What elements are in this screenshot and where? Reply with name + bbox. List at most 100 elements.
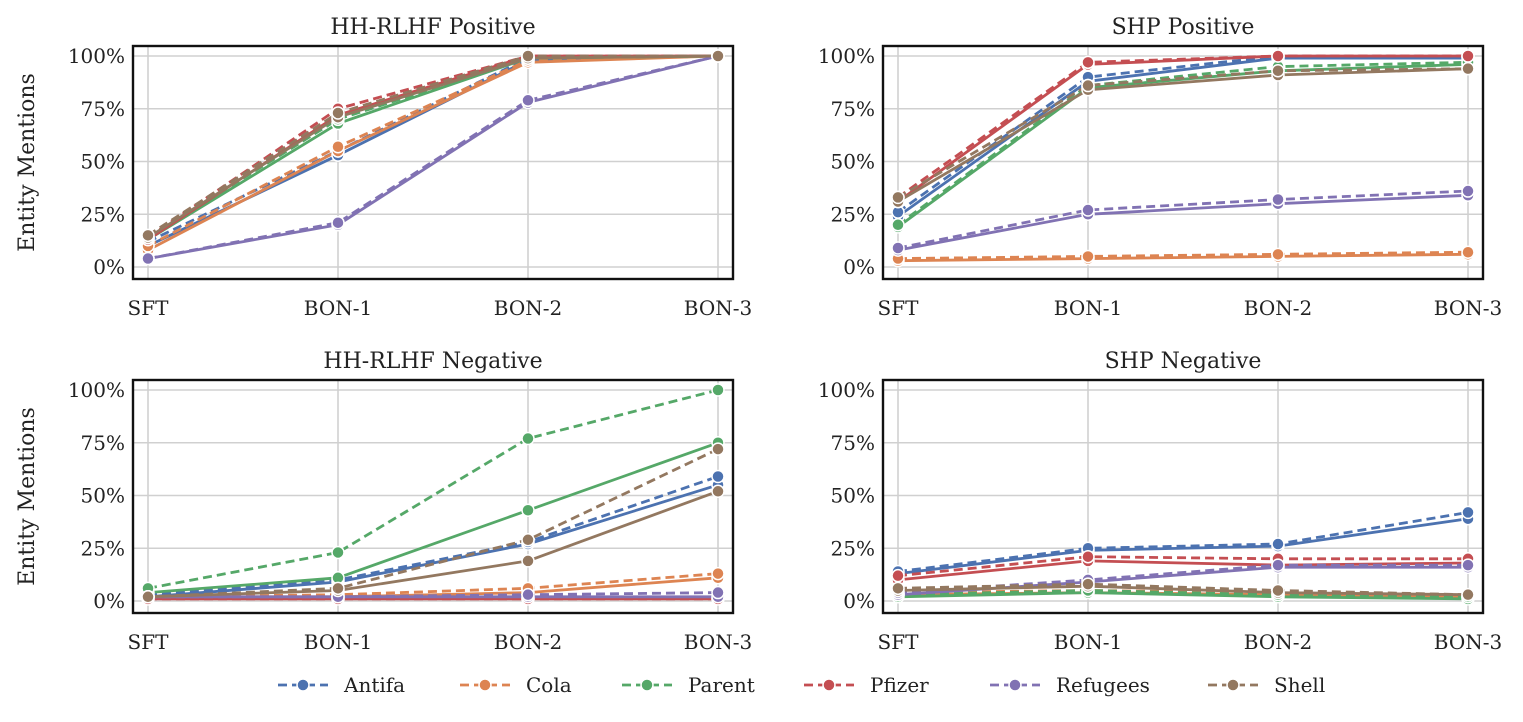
x-tick-label: BON-2: [1244, 296, 1312, 320]
x-tick-label: BON-1: [1054, 630, 1122, 654]
data-point-shell-dashed: [1461, 587, 1475, 602]
legend-item-refugees: Refugees: [990, 673, 1150, 697]
series-line-shell-dashed: [147, 447, 719, 599]
legend-label: Parent: [688, 673, 755, 697]
data-point-shell-dashed: [1271, 64, 1285, 78]
data-point-shell-dashed: [891, 581, 905, 596]
y-tick-label: 50%: [831, 484, 875, 508]
legend-item-cola: Cola: [460, 673, 572, 697]
legend-label: Antifa: [343, 673, 405, 697]
y-tick-label: 100%: [68, 44, 125, 68]
y-axis-label: Entity Mentions: [15, 407, 40, 586]
legend-item-parent: Parent: [622, 673, 755, 697]
y-tick-label: 0%: [93, 589, 125, 613]
legend-swatch-marker: [640, 678, 654, 692]
series-line-refugees-dashed: [897, 563, 1468, 594]
x-tick-label: BON-3: [1434, 296, 1502, 320]
plot-frame: [131, 378, 735, 615]
data-point-shell-dashed: [1461, 61, 1475, 76]
data-point-shell-dashed: [1081, 577, 1095, 591]
series-line-cola-solid: [897, 252, 1469, 263]
data-point-refugees-dashed: [1271, 558, 1285, 572]
x-tick-label: BON-3: [684, 630, 752, 654]
x-tick-label: BON-1: [304, 630, 372, 654]
data-point-shell-solid: [711, 484, 725, 499]
y-tick-label: 25%: [81, 536, 125, 560]
y-tick-label: 75%: [831, 431, 875, 455]
chart-panel-4: 0% 25% 50% 75% 100% SFT BON-1 BON-2 BON-3 SHP Neg…: [818, 349, 1502, 654]
x-tick-label: SFT: [878, 296, 920, 320]
chart-panel-3: 0% 25% 50% 75% 100% SFT BON-1 BON-2 BON-3 HH-RLHF…: [15, 349, 752, 654]
series-line-antifa-dashed: [147, 475, 719, 597]
legend-swatch-marker: [1008, 678, 1022, 692]
series-line-shell-dashed: [147, 54, 718, 237]
data-point-shell-dashed: [521, 49, 535, 63]
data-point-shell-dashed: [141, 228, 155, 243]
data-point-parent-dashed: [711, 383, 725, 397]
x-tick-label: BON-2: [494, 630, 562, 654]
plot-frame: [881, 44, 1485, 281]
data-point-shell-dashed: [891, 190, 905, 205]
y-axis-label: Entity Mentions: [15, 73, 40, 252]
y-tick-label: 50%: [81, 150, 125, 174]
data-point-shell-solid: [521, 554, 535, 568]
data-point-pfizer-dashed: [891, 568, 905, 583]
y-tick-label: 75%: [81, 97, 125, 121]
y-tick-label: 0%: [93, 255, 125, 279]
data-point-pfizer-dashed: [1461, 49, 1475, 63]
y-tick-label: 25%: [81, 202, 125, 226]
data-point-refugees-dashed: [1461, 558, 1475, 572]
series-line-shell-dashed: [897, 582, 1469, 597]
series-line-parent-solid: [147, 441, 719, 594]
x-tick-label: BON-2: [494, 296, 562, 320]
y-tick-label: 100%: [68, 378, 125, 402]
data-point-refugees-dashed: [141, 251, 155, 266]
data-point-refugees-dashed: [891, 241, 905, 255]
series-line-pfizer-dashed: [897, 555, 1468, 578]
series-line-parent-dashed: [897, 60, 1469, 226]
legend-item-shell: Shell: [1208, 673, 1325, 697]
data-point-shell-dashed: [1271, 583, 1285, 598]
chart-panel-1: 0% 25% 50% 75% 100% SFT BON-1 BON-2 BON-3 HH-RLHF…: [15, 15, 752, 320]
panel-title: SHP Positive: [1112, 15, 1255, 40]
plot-frame: [131, 44, 735, 281]
series-line-parent-dashed: [147, 388, 719, 590]
chart-panel-2: 0% 25% 50% 75% 100% SFT BON-1 BON-2 BON-3 SHP Pos…: [818, 15, 1502, 320]
data-point-parent-solid: [521, 503, 535, 518]
data-point-pfizer-dashed: [1081, 55, 1095, 70]
series-line-shell-solid: [897, 584, 1469, 597]
y-tick-label: 25%: [831, 536, 875, 560]
data-point-refugees-dashed: [521, 587, 535, 602]
series-line-antifa-dashed: [147, 54, 719, 243]
legend-swatch-marker: [478, 678, 492, 692]
data-point-cola-dashed: [1271, 247, 1285, 262]
data-point-refugees-dashed: [1461, 184, 1475, 198]
data-point-pfizer-dashed: [1081, 549, 1095, 564]
data-point-refugees-dashed: [521, 93, 535, 108]
legend-item-pfizer: Pfizer: [804, 673, 929, 697]
legend-label: Shell: [1274, 673, 1325, 697]
panel-title: HH-RLHF Positive: [330, 15, 535, 40]
y-tick-label: 100%: [818, 44, 875, 68]
data-point-antifa-dashed: [1271, 537, 1285, 551]
data-point-shell-dashed: [141, 590, 155, 604]
x-tick-label: SFT: [878, 630, 920, 654]
panel-title: SHP Negative: [1105, 349, 1262, 374]
series-line-shell-dashed: [897, 67, 1469, 199]
series-line-cola-dashed: [147, 572, 719, 599]
y-tick-label: 75%: [81, 431, 125, 455]
y-tick-label: 0%: [843, 589, 875, 613]
data-point-refugees-dashed: [1081, 203, 1095, 217]
x-tick-label: BON-1: [304, 296, 372, 320]
series-line-shell-solid: [897, 67, 1469, 203]
data-point-pfizer-dashed: [1271, 49, 1285, 63]
y-tick-label: 100%: [818, 378, 875, 402]
y-tick-label: 50%: [81, 484, 125, 508]
legend-swatch-marker: [822, 678, 836, 692]
data-point-parent-dashed: [891, 218, 905, 232]
data-point-cola-dashed: [1461, 245, 1475, 259]
data-point-shell-dashed: [331, 581, 345, 596]
plot-frame: [881, 378, 1485, 615]
x-tick-label: BON-2: [1244, 630, 1312, 654]
legend: Antifa Cola Parent Pfizer Refugees Shell: [278, 673, 1325, 697]
